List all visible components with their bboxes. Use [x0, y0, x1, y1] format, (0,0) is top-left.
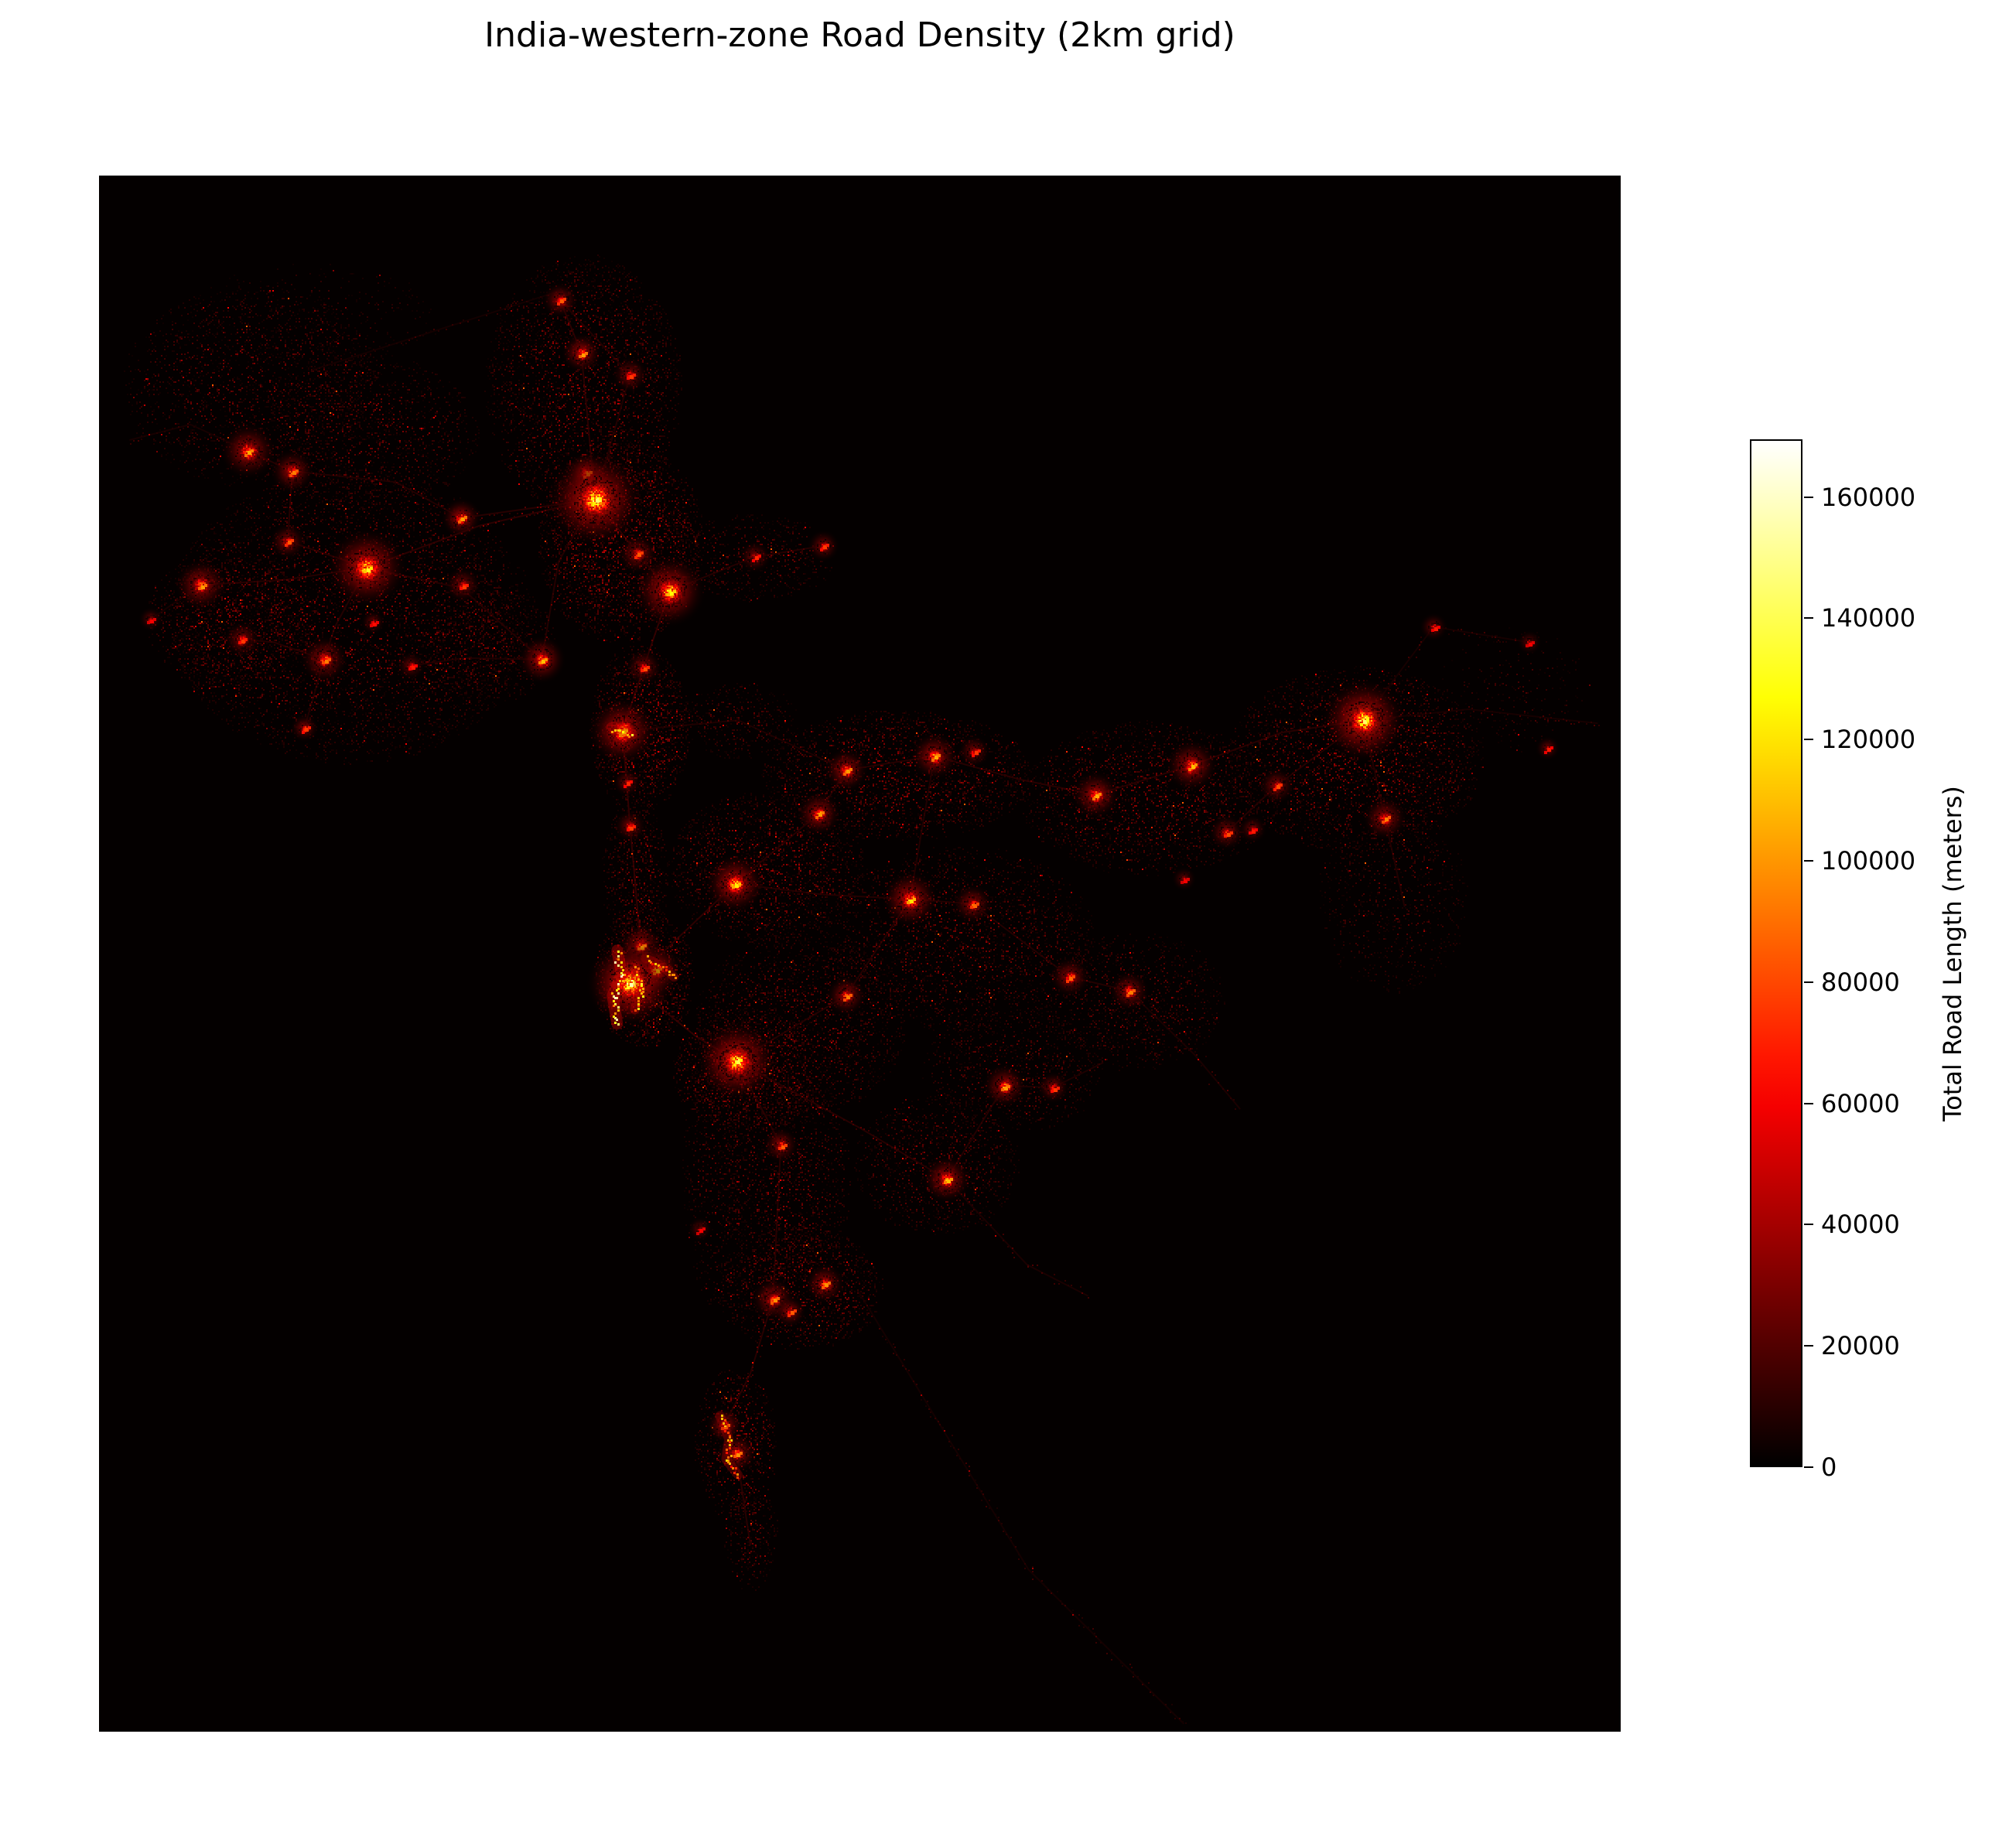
colorbar-tick-label: 0	[1821, 1452, 1837, 1482]
road-density-heatmap-canvas	[99, 176, 1621, 1732]
colorbar-axis-label: Total Road Length (meters)	[1938, 785, 1967, 1121]
colorbar-tick-mark	[1804, 1466, 1813, 1468]
colorbar-gradient	[1750, 439, 1802, 1467]
colorbar-tick-mark	[1804, 739, 1813, 741]
colorbar-tick-label: 140000	[1821, 603, 1916, 633]
colorbar-tick-label: 80000	[1821, 967, 1900, 997]
chart-title: India-western-zone Road Density (2km gri…	[484, 15, 1235, 55]
colorbar-tick-mark	[1804, 1102, 1813, 1104]
colorbar-tick-mark	[1804, 981, 1813, 983]
colorbar-tick-mark	[1804, 1224, 1813, 1226]
colorbar-tick-mark	[1804, 859, 1813, 862]
colorbar-tick-label: 100000	[1821, 845, 1916, 876]
colorbar-tick-label: 120000	[1821, 725, 1916, 755]
colorbar-tick-mark	[1804, 617, 1813, 620]
colorbar-tick-label: 40000	[1821, 1210, 1900, 1240]
colorbar-tick-label: 60000	[1821, 1088, 1900, 1118]
colorbar-tick-label: 20000	[1821, 1331, 1900, 1361]
colorbar-tick-label: 160000	[1821, 482, 1916, 512]
colorbar: 0 20000 40000 60000 80000 100000 120000 140000 1…	[1750, 439, 1967, 1482]
colorbar-tick-mark	[1804, 1345, 1813, 1347]
colorbar-tick-mark	[1804, 496, 1813, 498]
